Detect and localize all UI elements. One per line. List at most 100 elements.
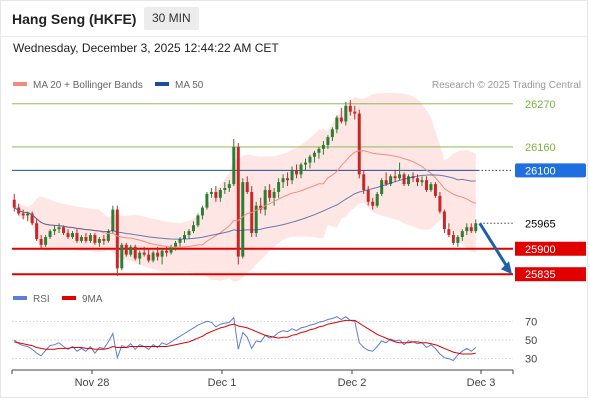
candle-body <box>416 178 420 183</box>
candle-body <box>227 184 231 189</box>
candle-body <box>254 205 258 234</box>
forecast-arrow-head <box>501 261 512 275</box>
candle-body <box>268 190 272 198</box>
candle-body <box>424 180 428 190</box>
candle-body <box>209 191 213 194</box>
candle-body <box>272 191 276 198</box>
candle-body <box>348 105 352 112</box>
candle-body <box>106 231 110 241</box>
forecast-arrow <box>478 222 510 270</box>
price-tag-25900: 25900 <box>525 244 556 256</box>
candle-body <box>312 152 316 157</box>
candle-body <box>451 235 455 243</box>
candle-body <box>75 233 79 241</box>
candle-body <box>218 190 222 198</box>
price-tag-25835: 25835 <box>525 269 556 281</box>
rsi-tick-50: 50 <box>525 335 537 347</box>
candle-body <box>133 246 137 259</box>
candle-body <box>174 242 178 247</box>
candle-body <box>433 184 437 196</box>
price-tag-bg <box>515 163 586 178</box>
rsi-tick-30: 30 <box>525 354 537 366</box>
price-tag-bg <box>515 241 586 256</box>
timeframe-badge[interactable]: 30 MIN <box>144 7 199 30</box>
candle-body <box>330 129 334 138</box>
legend-ma50-label: MA 50 <box>175 80 204 91</box>
legend-rsi-label: RSI <box>33 294 50 305</box>
candle-body <box>147 254 151 261</box>
bollinger-band <box>14 92 476 282</box>
price-tag-bg <box>515 216 586 231</box>
candle-body <box>53 229 57 232</box>
candle-body <box>393 176 397 179</box>
rsi-ma-line <box>14 319 476 355</box>
candle-body <box>39 238 43 245</box>
candle-body <box>299 164 303 175</box>
candle-body <box>44 237 48 245</box>
datetime-label: Wednesday, December 3, 2025 12:44:22 AM … <box>13 41 279 55</box>
x-label-nov-28: Nov 28 <box>75 377 110 389</box>
candle-body <box>35 223 39 239</box>
candle-body <box>236 146 240 257</box>
candle-body <box>169 246 173 253</box>
candle-body <box>111 209 115 232</box>
candles <box>12 99 478 277</box>
candle-body <box>191 225 195 232</box>
legend-swatch-ma20 <box>13 82 27 87</box>
candle-body <box>178 238 182 243</box>
candle-body <box>12 199 16 208</box>
x-label-dec-3: Dec 3 <box>467 377 496 389</box>
candle-body <box>321 144 325 149</box>
price-tag-26160: 26160 <box>525 142 556 154</box>
candle-body <box>303 162 307 165</box>
candle-body <box>120 244 124 269</box>
candle-body <box>26 213 30 216</box>
candle-body <box>277 182 281 192</box>
candle-body <box>183 235 187 239</box>
candle-body <box>380 180 384 194</box>
candle-body <box>124 244 128 255</box>
legend-ma-bollinger-label: MA 20 + Bollinger Bands <box>33 80 143 91</box>
candle-body <box>295 170 299 175</box>
ma50-line <box>13 174 476 240</box>
candle-body <box>70 233 74 237</box>
price-tag-25965: 25965 <box>525 218 556 230</box>
candle-body <box>142 252 146 255</box>
header-bar <box>0 0 588 37</box>
x-label-dec-2: Dec 2 <box>338 377 367 389</box>
candle-body <box>339 117 343 122</box>
credit-text: Research © 2025 Trading Central <box>431 80 581 91</box>
candle-body <box>317 148 321 153</box>
candle-body <box>357 113 361 175</box>
candle-body <box>335 117 339 130</box>
candle-body <box>438 195 442 212</box>
candle-body <box>196 215 200 226</box>
candle-body <box>200 207 204 216</box>
candle-body <box>245 182 249 192</box>
candle-body <box>375 193 379 206</box>
candle-body <box>263 190 267 210</box>
candle-body <box>57 227 61 230</box>
candle-body <box>460 231 464 237</box>
candle-body <box>353 111 357 114</box>
candle-body <box>88 235 92 241</box>
x-label-dec-1: Dec 1 <box>208 377 237 389</box>
candle-body <box>474 223 478 232</box>
candle-body <box>366 190 370 202</box>
candle-body <box>48 231 52 237</box>
candle-body <box>93 235 97 243</box>
candle-body <box>465 227 469 232</box>
legend-swatch-rsi <box>13 296 27 301</box>
legend-ma50: MA 50 <box>155 80 203 91</box>
candle-body <box>420 180 424 183</box>
candle-body <box>223 188 227 190</box>
legend-rsi: RSI <box>13 294 50 305</box>
candle-body <box>447 229 451 236</box>
candle-body <box>129 246 133 255</box>
candle-body <box>187 231 191 236</box>
candle-body <box>469 227 473 232</box>
legend-rsi-ma: 9MA <box>62 294 103 305</box>
instrument-title: Hang Seng (HKFE) <box>12 11 137 27</box>
